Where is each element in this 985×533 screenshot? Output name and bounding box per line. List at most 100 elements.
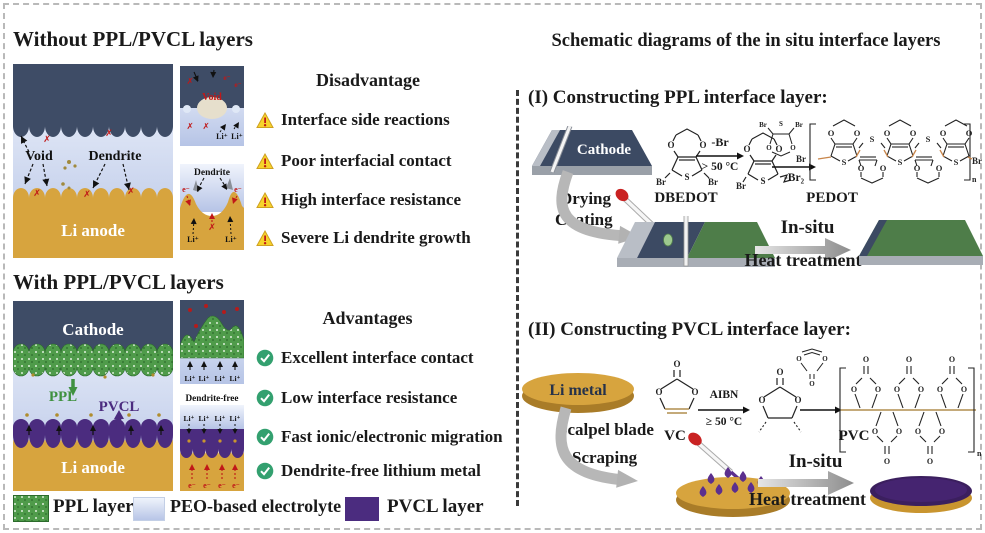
- reaction-arrow-B: [800, 406, 842, 414]
- svg-text:✗: ✗: [33, 188, 41, 198]
- svg-text:O: O: [776, 367, 783, 377]
- bonds: [809, 119, 971, 184]
- advantage-text: Excellent interface contact: [281, 348, 474, 367]
- pipette-bulb: [615, 188, 629, 202]
- electron-labels: e⁻ e⁻: [182, 185, 242, 194]
- side-reaction-marker: ✗: [208, 222, 216, 232]
- bonds: [742, 132, 792, 183]
- atom-labels: O O O: [796, 355, 828, 386]
- reaction2-condition: -Br₂: [783, 172, 805, 184]
- slab-top: [532, 130, 652, 166]
- arrowhead: [737, 152, 744, 160]
- process-arrow-2: [555, 406, 638, 488]
- svg-text:O: O: [880, 163, 887, 173]
- disadvantage-item: High interface resistance: [256, 190, 461, 210]
- ppl-label: PPL: [49, 389, 77, 405]
- reaction-arrow-A: [698, 406, 750, 414]
- svg-text:S: S: [760, 176, 765, 186]
- legend-label-ppl: PPL layer: [53, 496, 134, 517]
- disadvantage-text: Poor interfacial contact: [281, 151, 452, 170]
- pedot-coated-slab: [859, 220, 983, 265]
- check-icon: [256, 349, 274, 367]
- li-anode-label: Li anode: [61, 221, 125, 240]
- svg-text:O: O: [910, 128, 917, 138]
- svg-text:e⁻: e⁻: [223, 73, 230, 82]
- li-ion-labels: Li⁺ Li⁺: [187, 235, 237, 244]
- li-ion-labels: Li⁺ Li⁺ Li⁺ Li⁺: [184, 374, 240, 383]
- dendrite-tip: [226, 178, 233, 190]
- radical-bonds: [758, 421, 802, 433]
- right-panel-title: Schematic diagrams of the in situ interf…: [551, 31, 941, 51]
- drying-label: Drying: [560, 189, 611, 208]
- dendrite-free-label: Dendrite-free: [186, 393, 239, 403]
- pipette-bulb: [688, 432, 702, 446]
- legend-label-peo: PEO-based electrolyte: [170, 496, 342, 516]
- svg-text:O: O: [914, 163, 921, 173]
- svg-text:Br: Br: [796, 154, 806, 164]
- curved-arrowhead: [616, 469, 638, 488]
- ppl-arrowhead: [68, 387, 78, 396]
- li-ion-labels: Li⁺ Li⁺ Li⁺ Li⁺: [183, 414, 240, 423]
- heat-arrow-2: [758, 471, 854, 495]
- atom-labels: O O O: [758, 367, 801, 405]
- pipette-body: [695, 440, 733, 474]
- svg-text:✗: ✗: [186, 121, 193, 131]
- side-reaction-markers: ✗ ✗ ✗ ✗ ✗: [33, 128, 135, 199]
- legend-swatch-ppl: [13, 495, 49, 522]
- pvc-structure: O O O O O O O O O O O O O O O n: [839, 355, 982, 466]
- li-anode-label: Li anode: [61, 458, 125, 477]
- legend-label-pvcl: PVCL layer: [387, 496, 484, 517]
- electrolyte-particles: [25, 373, 161, 417]
- disadvantage-item: Severe Li dendrite growth: [256, 228, 471, 248]
- contact-inset-diagram: Li⁺ Li⁺ Li⁺ Li⁺: [180, 300, 244, 384]
- insitu-label-1: In-situ: [780, 217, 835, 238]
- svg-text:O: O: [655, 387, 662, 397]
- svg-text:Li⁺: Li⁺: [198, 374, 209, 383]
- svg-text:Br: Br: [795, 121, 803, 129]
- warning-icon: [256, 229, 274, 246]
- svg-text:S: S: [954, 157, 959, 167]
- advantage-item: Dendrite-free lithium metal: [256, 461, 481, 481]
- slab-edge: [617, 222, 655, 258]
- svg-text:Li⁺: Li⁺: [229, 374, 240, 383]
- scalpel-blade-label: Scalpel blade: [558, 420, 654, 439]
- svg-text:O: O: [766, 144, 772, 152]
- anode-region: [13, 188, 173, 258]
- svg-text:S: S: [870, 134, 875, 144]
- curved-arrow: [556, 170, 627, 242]
- ppl-layer-region: [13, 343, 173, 377]
- svg-text:O: O: [822, 355, 828, 363]
- svg-text:O: O: [884, 457, 890, 466]
- svg-text:S: S: [926, 134, 931, 144]
- svg-text:O: O: [851, 385, 857, 394]
- panel-divider: [516, 90, 519, 506]
- svg-text:Br: Br: [656, 177, 666, 187]
- svg-text:S: S: [779, 120, 783, 128]
- li-flux-arrowheads: [26, 425, 164, 431]
- reactionA-condition-bottom: ≥ 50 °C: [705, 416, 743, 428]
- pvcl-arrowhead: [114, 410, 124, 419]
- svg-text:O: O: [796, 355, 802, 363]
- svg-text:O: O: [936, 163, 943, 173]
- svg-text:e⁻: e⁻: [188, 481, 196, 490]
- dbedot-label: DBEDOT: [654, 190, 718, 206]
- svg-text:S: S: [842, 157, 847, 167]
- slab-coated: [859, 220, 983, 256]
- li-flux-arrows: [219, 122, 239, 133]
- cathode-region: [13, 64, 173, 137]
- reaction1-condition-bottom: > 50 °C: [701, 161, 739, 173]
- svg-text:e⁻: e⁻: [182, 185, 190, 194]
- svg-text:✗: ✗: [43, 134, 51, 144]
- svg-text:O: O: [858, 163, 865, 173]
- void-gap: [183, 105, 191, 113]
- svg-text:n: n: [972, 175, 977, 184]
- doctor-blade-icon: [550, 126, 572, 173]
- disk-top-highlight: [875, 478, 967, 502]
- dendrite-label: Dendrite: [89, 149, 142, 164]
- svg-text:e⁻: e⁻: [203, 481, 211, 490]
- svg-text:Li⁺: Li⁺: [225, 235, 237, 244]
- svg-text:Li⁺: Li⁺: [214, 374, 225, 383]
- svg-text:O: O: [667, 140, 674, 150]
- advantage-text: Fast ionic/electronic migration: [281, 427, 503, 446]
